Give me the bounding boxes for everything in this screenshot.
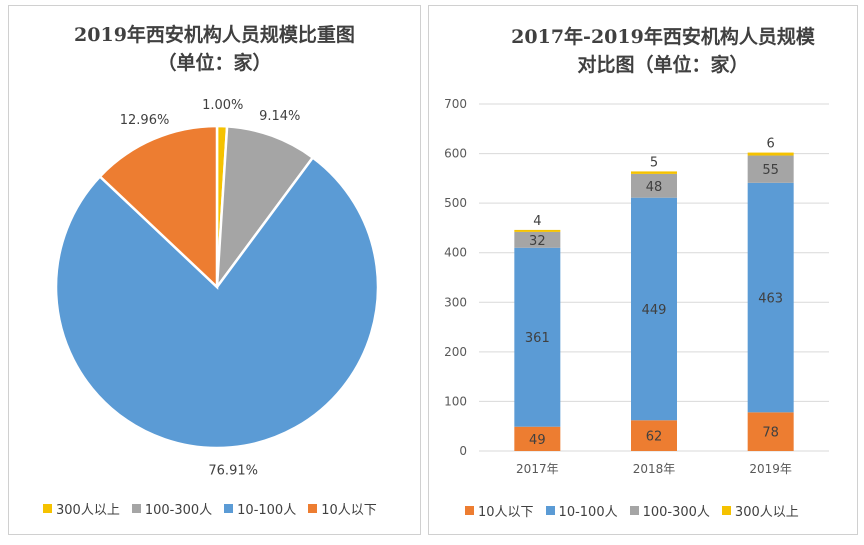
legend-label: 300人以上 [734,505,799,520]
legend-label: 10-100人 [237,503,297,518]
bar-segment-300-2017 [514,229,561,232]
bar-data-label: 32 [529,234,546,249]
bar-segment-100-300-2019 [747,155,794,183]
y-tick-label: 500 [444,196,467,210]
legend-label: 300人以上 [56,503,120,518]
bar-chart: 0 100 200 300 400 500 600 700 49 361 32 4 2017年 62 449… [444,97,829,476]
x-tick-label: 2018年 [633,462,676,476]
legend-swatch [545,506,555,515]
bar-segment-10-2019 [747,412,794,451]
pie-slice-10 [98,124,219,290]
pie-chart-subtitle: （单位：家） [157,52,272,74]
legend-item-10-100: 10-100人 [224,499,296,518]
bar-data-label: 361 [525,331,550,346]
bar-segment-300-2019 [747,152,794,156]
bar-data-label: 5 [650,155,658,170]
legend-item-300: 300人以上 [721,501,799,520]
bar-legend: 10人以下 10-100人 100-300人 300人以上 [465,501,799,520]
pie-slice-100-300 [215,124,315,292]
legend-label: 10-100人 [558,505,618,520]
pie-chart-panel: 2019年西安机构人员规模比重图 （单位：家） 1.00% 9.14% 76.91%… [8,5,421,535]
bar-segment-10-100-2017 [514,247,561,427]
pie-chart-title: 2019年西安机构人员规模比重图 [74,24,355,46]
bar-chart-subtitle: 对比图（单位：家） [577,54,749,76]
legend-label: 10人以下 [321,503,377,518]
bar-data-label: 55 [762,163,779,178]
bar-segment-10-2017 [514,426,561,451]
y-tick-label: 400 [444,246,467,260]
legend-item-300: 300人以上 [43,499,120,518]
y-tick-label: 600 [444,147,467,161]
legend-swatch [43,504,52,513]
bar-data-label: 449 [642,303,667,318]
legend-label: 100-300人 [642,505,710,520]
bar-data-label: 463 [758,292,783,307]
x-tick-label: 2019年 [749,462,792,476]
bar-data-label: 6 [767,137,775,152]
legend-item-100-300: 100-300人 [629,501,710,520]
bar-data-label: 48 [646,180,663,195]
legend-label: 100-300人 [144,503,213,518]
bar-data-label: 49 [529,433,546,448]
bar-segment-300-2018 [631,171,677,174]
pie-data-label: 9.14% [259,109,300,124]
y-tick-label: 100 [444,394,467,408]
pie-chart: 1.00% 9.14% 76.91% 12.96% [54,98,380,478]
legend-item-10-100: 10-100人 [545,501,618,520]
bar-data-label: 78 [762,426,779,441]
legend-item-100-300: 100-300人 [131,499,213,518]
x-tick-label: 2017年 [516,462,559,476]
bar-segment-100-300-2017 [514,231,561,248]
bar-data-label: 4 [533,214,541,229]
y-tick-label: 700 [444,97,467,111]
bar-segment-10-100-2019 [747,182,794,413]
legend-label: 10人以下 [478,505,534,520]
pie-slice-10-100 [54,155,380,450]
bar-segment-10-2018 [631,420,677,451]
y-tick-label: 200 [444,345,467,359]
legend-swatch [308,504,318,513]
bar-chart-title: 2017年-2019年西安机构人员规模 [511,26,815,48]
pie-data-label: 1.00% [202,98,243,113]
pie-legend: 300人以上 100-300人 10-100人 10人以下 [43,499,377,518]
legend-item-10: 10人以下 [465,501,534,520]
legend-item-10: 10人以下 [308,499,377,518]
pie-data-label: 12.96% [120,113,170,128]
legend-swatch [465,506,474,515]
y-tick-label: 0 [459,444,467,458]
bar-segment-100-300-2018 [631,173,677,198]
bar-data-label: 62 [646,430,663,445]
pie-data-label: 76.91% [208,463,258,478]
bar-segment-10-100-2018 [631,197,677,421]
legend-swatch [629,506,639,515]
legend-swatch [721,506,731,515]
legend-swatch [131,504,141,513]
bar-chart-panel: 2017年-2019年西安机构人员规模 对比图（单位：家） 0 100 200 300… [428,5,858,535]
y-tick-label: 300 [444,295,467,309]
legend-swatch [224,504,234,513]
